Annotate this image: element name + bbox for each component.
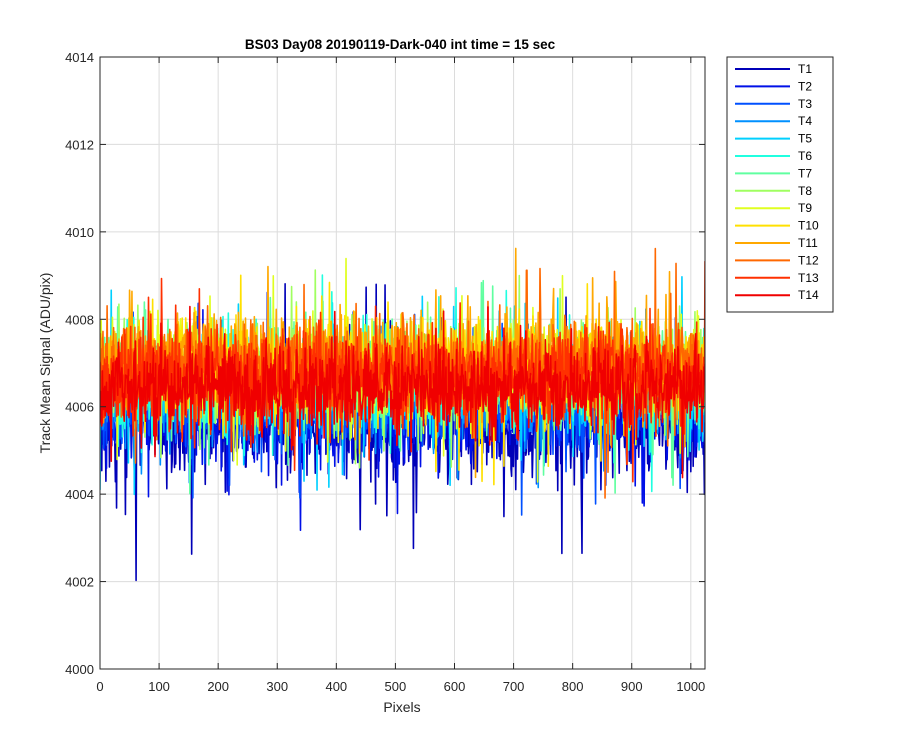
legend-label-t8: T8 [798,184,812,198]
x-tick-label: 800 [562,679,584,694]
x-tick-label: 0 [96,679,103,694]
y-tick-label: 4006 [65,400,94,415]
x-tick-label: 400 [325,679,347,694]
legend-label-t4: T4 [798,114,812,128]
y-tick-label: 4014 [65,50,94,65]
y-tick-label: 4002 [65,575,94,590]
legend-items: T1 T2 T3 T4 T5 T6 T7 T8 T9 T10 T11 T12 T13 T14 [735,62,819,302]
y-tick-label: 4010 [65,225,94,240]
legend-label-t6: T6 [798,149,812,163]
axes-box [99,56,706,670]
legend-label-t14: T14 [798,288,819,302]
legend-label-t10: T10 [798,219,819,233]
x-axis-label: Pixels [383,699,420,715]
legend-label-t1: T1 [798,62,812,76]
x-tick-label: 900 [621,679,643,694]
legend-box [726,56,834,313]
legend-label-t5: T5 [798,132,812,146]
legend-label-t7: T7 [798,166,812,180]
legend-label-t9: T9 [798,201,812,215]
x-tick-label: 200 [207,679,229,694]
x-tick-label: 700 [503,679,525,694]
legend-label-t2: T2 [798,79,812,93]
chart-title: BS03 Day08 20190119-Dark-040 int time = … [245,37,556,52]
y-tick-label: 4000 [65,662,94,677]
tick-layer: 0 100 200 300 400 500 600 700 800 900 1000 4000 4002… [65,50,705,694]
x-tick-label: 100 [148,679,170,694]
y-tick-label: 4004 [65,487,94,502]
series-layer [100,247,705,582]
legend-label-t13: T13 [798,271,819,285]
y-axis-label: Track Mean Signal (ADU/pix) [37,273,53,454]
series-line-t14 [100,305,705,479]
x-tick-label: 1000 [676,679,705,694]
legend-label-t3: T3 [798,97,812,111]
legend-label-t12: T12 [798,253,819,267]
y-tick-label: 4012 [65,137,94,152]
legend-label-t11: T11 [798,236,818,250]
x-tick-label: 600 [444,679,466,694]
legend: T1 T2 T3 T4 T5 T6 T7 T8 T9 T10 T11 T12 T13 T14 [726,56,834,313]
x-tick-label: 500 [385,679,407,694]
x-tick-label: 300 [266,679,288,694]
y-tick-label: 4008 [65,312,94,327]
